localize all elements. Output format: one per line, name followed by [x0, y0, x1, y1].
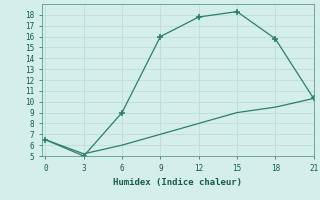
X-axis label: Humidex (Indice chaleur): Humidex (Indice chaleur) — [113, 178, 242, 187]
